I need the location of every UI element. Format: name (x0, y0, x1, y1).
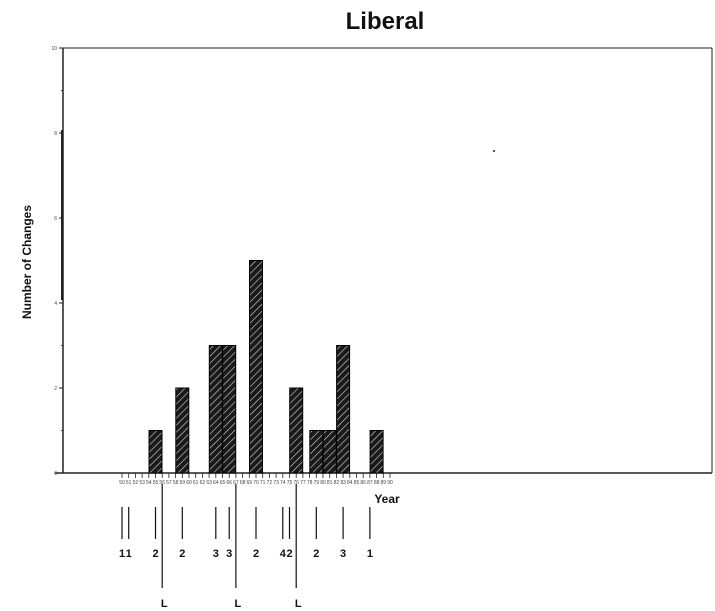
x-tick-label: 61 (193, 480, 199, 486)
annotation-label: 4 (280, 548, 287, 560)
x-tick-label: 86 (360, 480, 366, 486)
x-tick-label: 88 (374, 480, 380, 486)
x-tick-label: 83 (340, 480, 346, 486)
x-tick-label: 90 (387, 480, 393, 486)
x-tick-label: 76 (293, 480, 299, 486)
x-tick-label: 72 (267, 480, 273, 486)
x-tick-label: 63 (206, 480, 212, 486)
x-tick-label: 57 (166, 480, 172, 486)
x-tick-label: 58 (173, 480, 179, 486)
x-tick-label: 53 (139, 480, 145, 486)
bar (148, 430, 163, 474)
x-tick-label: 67 (233, 480, 239, 486)
bar (369, 430, 384, 474)
annotation-label: 3 (226, 548, 232, 560)
x-tick-label: 85 (354, 480, 360, 486)
bar (309, 430, 324, 474)
x-tick-label: 87 (367, 480, 373, 486)
x-tick-label: 89 (381, 480, 387, 486)
y-tick-label: 0 (54, 471, 57, 477)
y-tick-label: 10 (51, 46, 57, 52)
x-tick-label: 55 (153, 480, 159, 486)
x-tick-label: 65 (220, 480, 226, 486)
x-tick-label: 84 (347, 480, 353, 486)
bar (322, 430, 337, 474)
x-axis-label: Year (374, 492, 400, 506)
bar (175, 387, 190, 474)
chart-title: Liberal (346, 8, 425, 35)
x-tick-label: 62 (200, 480, 206, 486)
annotation-label: 1 (367, 548, 373, 560)
bar (222, 345, 237, 474)
bar (249, 260, 263, 474)
x-tick-label: 64 (213, 480, 219, 486)
annotation-label: 1 (126, 548, 132, 560)
annotation-label: 3 (213, 548, 219, 560)
x-tick-label: 66 (226, 480, 232, 486)
x-tick-label: 78 (307, 480, 313, 486)
x-tick-label: 50 (119, 480, 125, 486)
x-tick-label: 59 (180, 480, 186, 486)
x-tick-label: 51 (126, 480, 132, 486)
annotation-label: 2 (286, 548, 292, 560)
annotation-label: 2 (313, 548, 319, 560)
annotation-label: L (295, 598, 302, 610)
x-tick-label: 71 (260, 480, 266, 486)
annotation-label: L (235, 598, 242, 610)
y-axis-label: Number of Changes (20, 205, 34, 319)
bar (336, 345, 351, 474)
x-tick-label: 79 (314, 480, 320, 486)
annotation-label: 1 (119, 548, 125, 560)
x-tick-label: 60 (186, 480, 192, 486)
bar (208, 345, 223, 474)
x-tick-label: 70 (253, 480, 259, 486)
x-tick-label: 68 (240, 480, 246, 486)
annotation-label: 2 (253, 548, 259, 560)
annotation-label: 2 (179, 548, 185, 560)
x-tick-label: 82 (334, 480, 340, 486)
y-tick-label: 4 (54, 301, 57, 307)
y-tick-label: 6 (54, 216, 57, 222)
y-tick-label: 8 (54, 131, 57, 137)
x-tick-label: 73 (273, 480, 279, 486)
x-tick-label: 69 (247, 480, 253, 486)
x-tick-label: 81 (327, 480, 333, 486)
x-tick-label: 52 (133, 480, 139, 486)
x-tick-label: 74 (280, 480, 286, 486)
bar (289, 387, 304, 474)
scan-dot (493, 150, 495, 152)
y-tick-label: 2 (54, 386, 57, 392)
annotation-label: 2 (152, 548, 158, 560)
x-tick-label: 54 (146, 480, 152, 486)
x-tick-label: 75 (287, 480, 293, 486)
x-tick-label: 56 (159, 480, 165, 486)
x-tick-label: 80 (320, 480, 326, 486)
annotation-label: L (161, 598, 168, 610)
x-tick-label: 77 (300, 480, 306, 486)
annotation-label: 3 (340, 548, 346, 560)
